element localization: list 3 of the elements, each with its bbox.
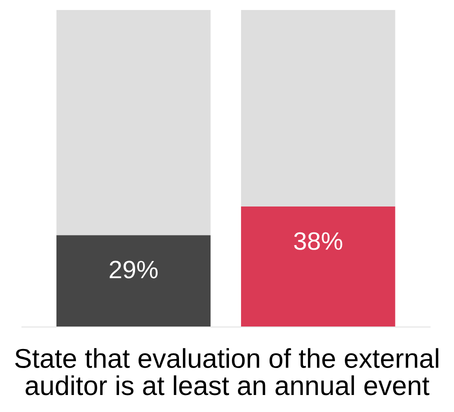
data-label: 38% [294,232,342,250]
x-axis-title: State that evaluation of the external auditor is at least an annual event [15,348,438,396]
data-label: 29% [110,260,158,278]
